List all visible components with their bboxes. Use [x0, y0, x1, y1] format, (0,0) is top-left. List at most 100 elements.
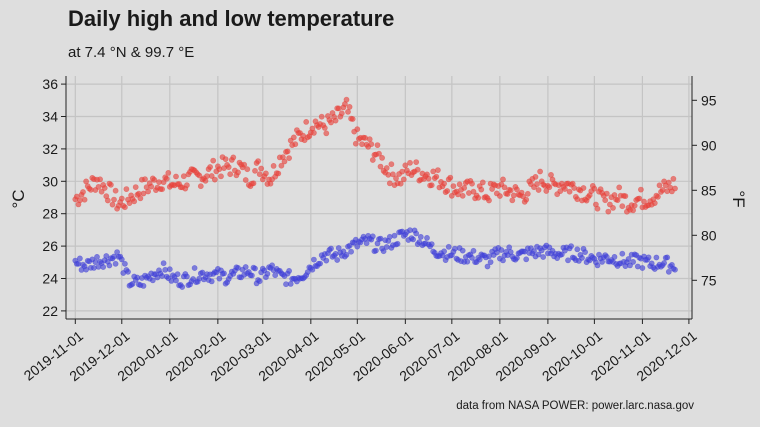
- high-temp-point: [379, 154, 385, 161]
- high-temp-point: [235, 169, 241, 176]
- low-temp-point: [459, 247, 466, 254]
- low-temp-point: [114, 249, 120, 255]
- high-temp-point: [557, 188, 564, 194]
- low-temp-point: [140, 282, 147, 289]
- high-temp-point: [338, 110, 345, 117]
- high-temp-point: [196, 172, 203, 179]
- high-temp-point: [104, 197, 111, 204]
- low-temp-point: [94, 253, 100, 260]
- y2-axis-label: °F: [729, 190, 748, 207]
- high-temp-point: [591, 185, 598, 192]
- low-temp-point: [639, 265, 646, 271]
- y-tick-label: 34: [42, 109, 58, 125]
- high-temp-point: [478, 186, 485, 193]
- high-temp-point: [230, 154, 237, 161]
- low-temp-point: [630, 258, 636, 265]
- low-temp-point: [445, 243, 452, 250]
- y-tick-label: 26: [42, 238, 58, 254]
- low-temp-point: [369, 233, 376, 240]
- low-temp-point: [558, 251, 565, 258]
- low-temp-point: [363, 240, 370, 247]
- low-temp-point: [653, 254, 660, 261]
- y-tick-label: 30: [42, 173, 58, 189]
- high-temp-point: [183, 182, 190, 189]
- low-temp-point: [77, 255, 83, 262]
- high-temp-point: [197, 183, 204, 190]
- high-temp-point: [651, 200, 658, 206]
- low-temp-point: [208, 278, 215, 285]
- high-temp-point: [388, 161, 395, 168]
- high-temp-point: [428, 182, 435, 189]
- high-temp-point: [456, 181, 463, 188]
- low-temp-point: [106, 262, 113, 269]
- high-temp-point: [514, 186, 520, 193]
- low-temp-point: [149, 277, 156, 284]
- high-temp-point: [270, 162, 277, 169]
- high-temp-point: [603, 190, 610, 197]
- low-temp-point: [129, 280, 136, 287]
- high-temp-point: [208, 173, 215, 179]
- high-temp-point: [414, 166, 421, 173]
- low-temp-point: [540, 254, 547, 260]
- low-temp-point: [424, 234, 430, 241]
- high-temp-point: [262, 170, 269, 177]
- high-temp-point: [281, 158, 288, 165]
- high-temp-point: [218, 173, 224, 180]
- high-temp-point: [399, 168, 406, 175]
- high-temp-point: [614, 197, 621, 203]
- y2-tick-label: 85: [701, 182, 717, 198]
- y-axis-label: °C: [9, 189, 28, 208]
- high-temp-point: [507, 187, 514, 194]
- high-temp-point: [290, 134, 297, 141]
- low-temp-point: [428, 241, 435, 247]
- y-tick-label: 22: [42, 303, 58, 319]
- high-temp-point: [433, 173, 440, 180]
- high-temp-point: [352, 140, 359, 147]
- low-temp-point: [264, 270, 271, 277]
- high-temp-point: [383, 165, 390, 171]
- low-temp-point: [565, 257, 571, 264]
- low-temp-point: [625, 256, 632, 262]
- data-source-caption: data from NASA POWER: power.larc.nasa.go…: [456, 400, 694, 412]
- high-temp-point: [211, 176, 218, 183]
- high-temp-point: [543, 188, 550, 194]
- high-temp-point: [532, 173, 539, 180]
- high-temp-point: [537, 168, 543, 175]
- high-temp-point: [159, 186, 165, 193]
- high-temp-point: [580, 185, 587, 191]
- low-temp-point: [451, 245, 458, 252]
- high-temp-point: [284, 148, 291, 155]
- high-temp-point: [80, 189, 86, 195]
- low-temp-point: [413, 230, 420, 237]
- low-temp-point: [664, 254, 671, 261]
- high-temp-point: [486, 197, 492, 204]
- high-temp-point: [345, 108, 351, 115]
- high-temp-point: [534, 181, 540, 188]
- chart-title: Daily high and low temperature: [68, 6, 395, 31]
- low-temp-point: [531, 248, 537, 254]
- high-temp-point: [108, 181, 114, 188]
- low-temp-point: [410, 236, 416, 243]
- high-temp-point: [346, 104, 353, 110]
- high-temp-point: [571, 185, 578, 191]
- high-temp-point: [101, 185, 108, 191]
- low-temp-point: [174, 271, 181, 278]
- low-temp-point: [221, 270, 227, 277]
- high-temp-point: [98, 188, 105, 195]
- high-temp-point: [562, 186, 568, 192]
- low-temp-point: [476, 256, 483, 263]
- low-temp-point: [328, 245, 334, 252]
- high-temp-point: [292, 141, 299, 148]
- high-temp-point: [425, 175, 432, 182]
- high-temp-point: [616, 184, 623, 191]
- low-temp-point: [487, 259, 494, 265]
- high-temp-point: [459, 192, 466, 199]
- high-temp-point: [441, 180, 447, 187]
- y-tick-label: 28: [42, 206, 58, 222]
- high-temp-point: [123, 186, 130, 192]
- high-temp-point: [77, 197, 83, 204]
- high-temp-point: [546, 184, 553, 190]
- low-temp-point: [594, 262, 601, 269]
- low-temp-point: [661, 260, 667, 266]
